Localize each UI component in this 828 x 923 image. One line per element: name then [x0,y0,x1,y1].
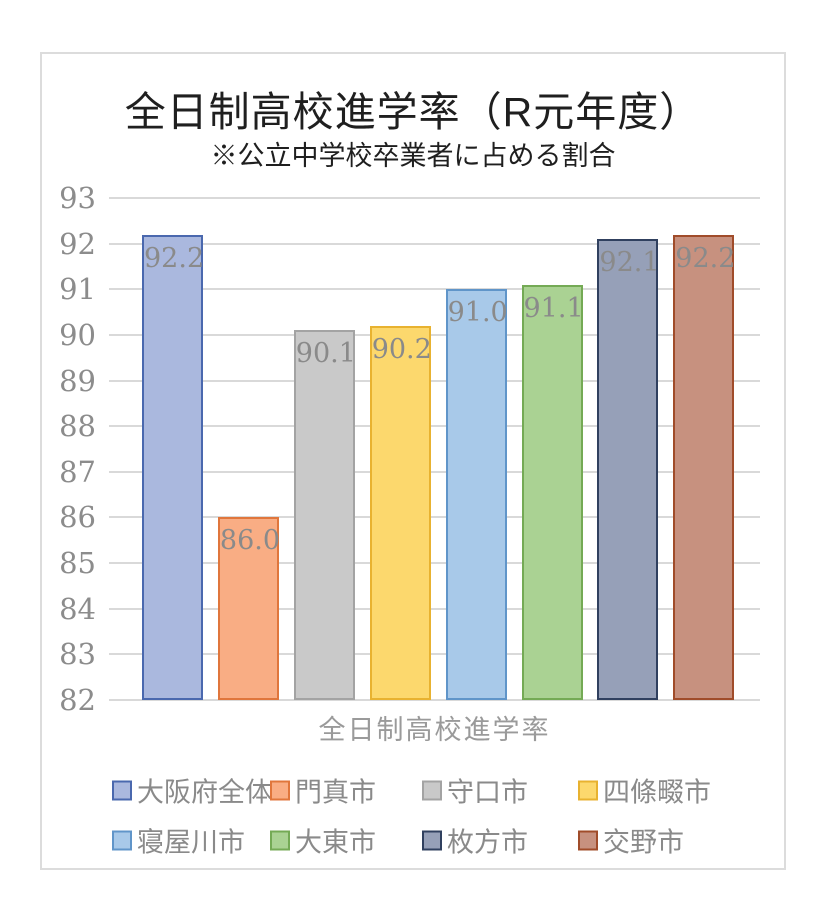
legend-item-5: 寝屋川市 [112,821,245,860]
bar-4: 90.2 [369,325,432,700]
legend-swatch-icon [112,780,132,800]
y-tick-label: 83 [59,637,96,672]
legend-label: 四條畷市 [603,777,711,809]
x-axis-label: 全日制高校進学率 [318,715,551,746]
legend-swatch-icon [270,780,290,800]
y-tick-label: 91 [59,272,96,307]
legend-item-3: 守口市 [422,771,528,810]
legend-item-6: 大東市 [270,821,376,860]
legend-label: 大阪府全体 [137,777,272,809]
gridline [109,379,760,382]
bar-value-label: 92.2 [675,242,736,274]
gridline [109,562,760,565]
bar-6: 91.1 [521,284,584,700]
gridline [109,288,760,291]
y-tick-label: 88 [59,409,96,444]
chart-subtitle: ※公立中学校卒業者に占める割合 [210,141,616,171]
legend-swatch-icon [422,780,442,800]
bar-value-label: 90.2 [371,333,432,365]
legend-item-8: 交野市 [578,821,684,860]
legend-label: 寝屋川市 [137,827,245,859]
legend-item-4: 四條畷市 [578,771,711,810]
legend-label: 大東市 [295,827,376,859]
bar-value-label: 91.0 [447,297,508,329]
y-tick-label: 93 [59,181,96,215]
legend-swatch-icon [578,830,598,850]
y-tick-label: 87 [59,454,96,489]
legend-label: 枚方市 [447,827,528,859]
bar-7: 92.1 [597,239,660,700]
y-tick-label: 85 [59,546,96,581]
bar-1: 92.2 [142,234,205,700]
legend-item-2: 門真市 [270,771,376,810]
chart-title: 全日制高校進学率（R元年度） [124,89,702,135]
bar-value-label: 86.0 [219,525,281,557]
bar-5: 91.0 [445,289,508,700]
gridline [109,653,760,656]
bar-value-label: 92.2 [144,242,205,274]
y-tick-label: 90 [59,317,96,352]
bar-2: 86.0 [217,517,281,700]
bar-8: 92.2 [673,234,736,700]
legend-item-7: 枚方市 [422,821,528,860]
y-tick-label: 89 [59,363,96,398]
gridline [109,425,760,428]
gridline [109,333,760,336]
gridline [109,516,760,519]
bar-3: 90.1 [293,330,356,700]
gridline [109,699,760,701]
bar-value-label: 91.1 [523,292,584,324]
legend-swatch-icon [112,830,132,850]
y-tick-label: 86 [59,500,96,535]
gridline [109,242,760,245]
gridline [109,197,760,199]
legend-label: 門真市 [295,777,376,809]
legend-swatch-icon [422,830,442,850]
legend-label: 交野市 [603,827,684,859]
legend-swatch-icon [578,780,598,800]
bar-value-label: 90.1 [295,338,356,370]
chart-frame: 全日制高校進学率（R元年度） ※公立中学校卒業者に占める割合 全日制高校進学率 … [40,52,786,870]
legend-label: 守口市 [447,777,528,809]
gridline [109,470,760,473]
y-tick-label: 82 [59,683,96,717]
y-tick-label: 92 [59,226,96,261]
y-tick-label: 84 [59,591,96,626]
bar-value-label: 92.1 [599,247,660,279]
legend-item-1: 大阪府全体 [112,771,272,810]
gridline [109,607,760,610]
legend-swatch-icon [270,830,290,850]
